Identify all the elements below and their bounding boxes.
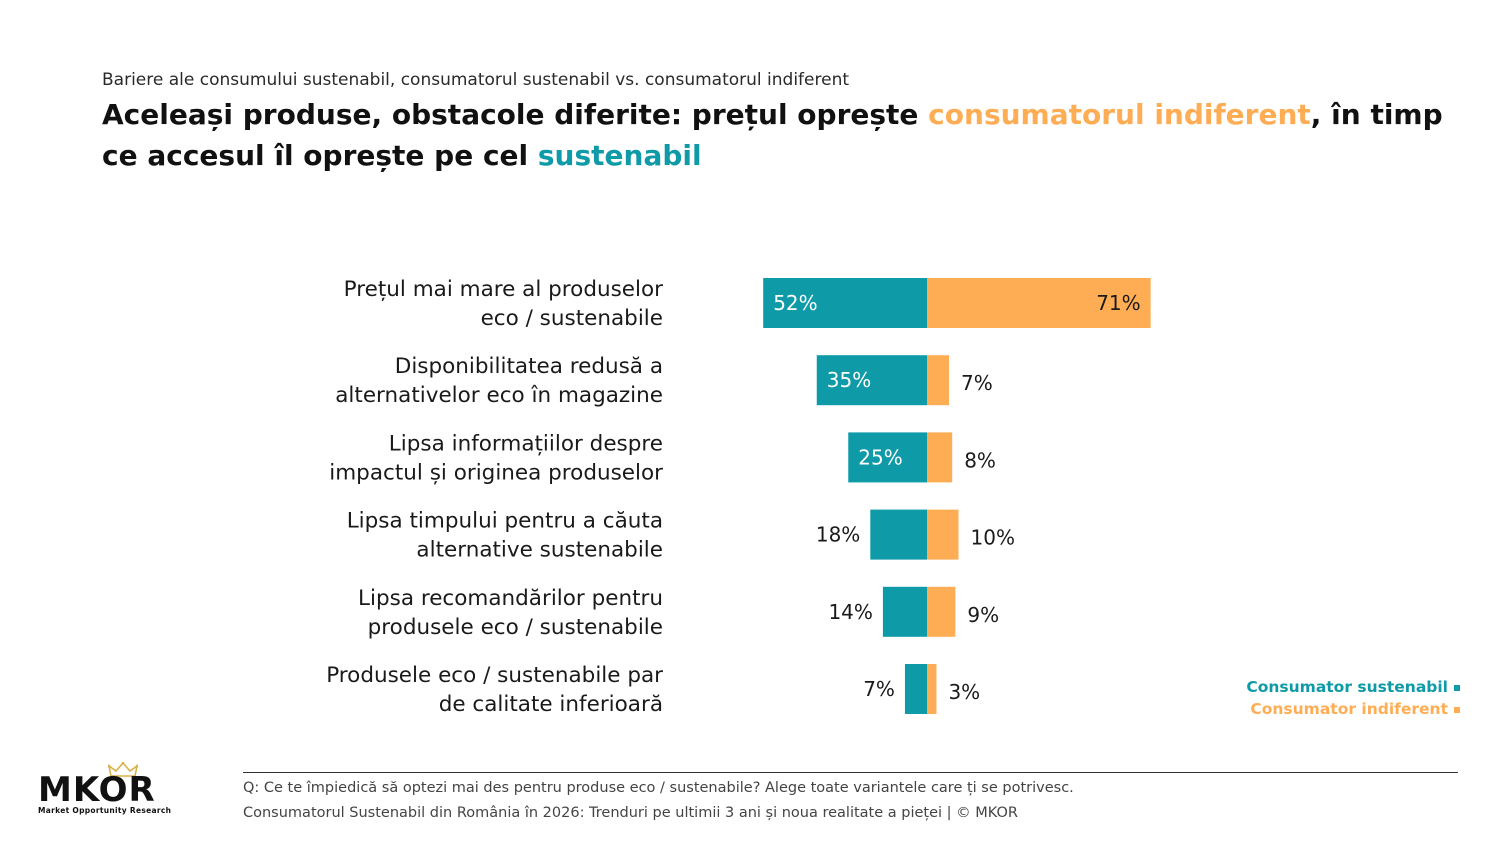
data-label-indiferent: 9% bbox=[967, 603, 999, 627]
data-label-sustenabil: 7% bbox=[863, 677, 895, 701]
category-label: impactul și originea produselor bbox=[329, 460, 663, 485]
category-label: Lipsa timpului pentru a căuta bbox=[347, 509, 663, 534]
bar-sustenabil bbox=[904, 664, 927, 714]
crown-icon bbox=[108, 762, 138, 777]
mkor-logo: MKOR Market Opportunity Research bbox=[36, 762, 176, 818]
category-label: alternativelor eco în magazine bbox=[335, 383, 663, 408]
title-highlight-indiferent: consumatorul indiferent bbox=[928, 98, 1311, 131]
chart-title: Aceleași produse, obstacole diferite: pr… bbox=[102, 94, 1462, 176]
legend-label-sustenabil: Consumator sustenabil bbox=[1246, 678, 1448, 696]
category-label: Produsele eco / sustenabile par bbox=[326, 663, 663, 688]
category-label: Lipsa recomandărilor pentru bbox=[358, 586, 663, 611]
diverging-bar-chart: Prețul mai mare al produselor eco / suste… bbox=[326, 277, 1151, 717]
bar-sustenabil bbox=[882, 586, 927, 637]
data-label-indiferent: 10% bbox=[971, 526, 1015, 550]
legend-label-indiferent: Consumator indiferent bbox=[1250, 700, 1448, 718]
bar-indiferent bbox=[927, 432, 953, 483]
footer-source: Consumatorul Sustenabil din România în 2… bbox=[243, 805, 1018, 821]
data-label-sustenabil: 52% bbox=[773, 291, 817, 315]
bar-indiferent bbox=[927, 355, 950, 406]
bar-indiferent bbox=[927, 664, 937, 714]
data-label-sustenabil: 14% bbox=[828, 600, 872, 624]
legend-item-sustenabil: Consumator sustenabil bbox=[1246, 676, 1460, 698]
chart-legend: Consumator sustenabil Consumator indifer… bbox=[1246, 676, 1460, 720]
footer-divider bbox=[243, 772, 1458, 773]
legend-item-indiferent: Consumator indiferent bbox=[1246, 698, 1460, 720]
category-label: de calitate inferioară bbox=[439, 692, 663, 717]
footer-question: Q: Ce te împiedică să optezi mai des pen… bbox=[243, 780, 1074, 796]
data-label-sustenabil: 25% bbox=[858, 445, 902, 469]
data-label-sustenabil: 35% bbox=[827, 368, 871, 392]
legend-swatch-indiferent bbox=[1454, 706, 1460, 713]
category-label: alternative sustenabile bbox=[416, 538, 663, 563]
bar-indiferent bbox=[927, 509, 959, 560]
legend-swatch-sustenabil bbox=[1454, 684, 1460, 691]
data-label-indiferent: 71% bbox=[1096, 291, 1140, 315]
bar-sustenabil bbox=[763, 278, 927, 328]
bar-indiferent bbox=[927, 586, 956, 637]
bar-sustenabil bbox=[816, 355, 927, 406]
bar-sustenabil bbox=[848, 432, 927, 483]
data-label-indiferent: 8% bbox=[964, 448, 996, 472]
bar-indiferent bbox=[927, 278, 1151, 328]
data-label-sustenabil: 18% bbox=[816, 523, 860, 547]
logo-wordmark: MKOR bbox=[38, 770, 156, 810]
category-label: Lipsa informațiilor despre bbox=[389, 431, 663, 456]
category-label: produsele eco / sustenabile bbox=[368, 615, 663, 640]
logo-tagline: Market Opportunity Research bbox=[38, 806, 172, 815]
category-label: Prețul mai mare al produselor bbox=[344, 277, 664, 302]
title-text-1: Aceleași produse, obstacole diferite: pr… bbox=[102, 98, 929, 131]
title-text-2: , în timp ce accesul îl oprește pe cel bbox=[102, 98, 1443, 172]
bar-sustenabil bbox=[870, 509, 927, 560]
category-label: Disponibilitatea redusă a bbox=[395, 354, 663, 379]
chart-subtitle: Bariere ale consumului sustenabil, consu… bbox=[102, 70, 850, 90]
data-label-indiferent: 3% bbox=[948, 680, 980, 704]
category-label: eco / sustenabile bbox=[481, 306, 663, 331]
data-label-indiferent: 7% bbox=[961, 371, 993, 395]
title-highlight-sustenabil: sustenabil bbox=[537, 139, 702, 172]
